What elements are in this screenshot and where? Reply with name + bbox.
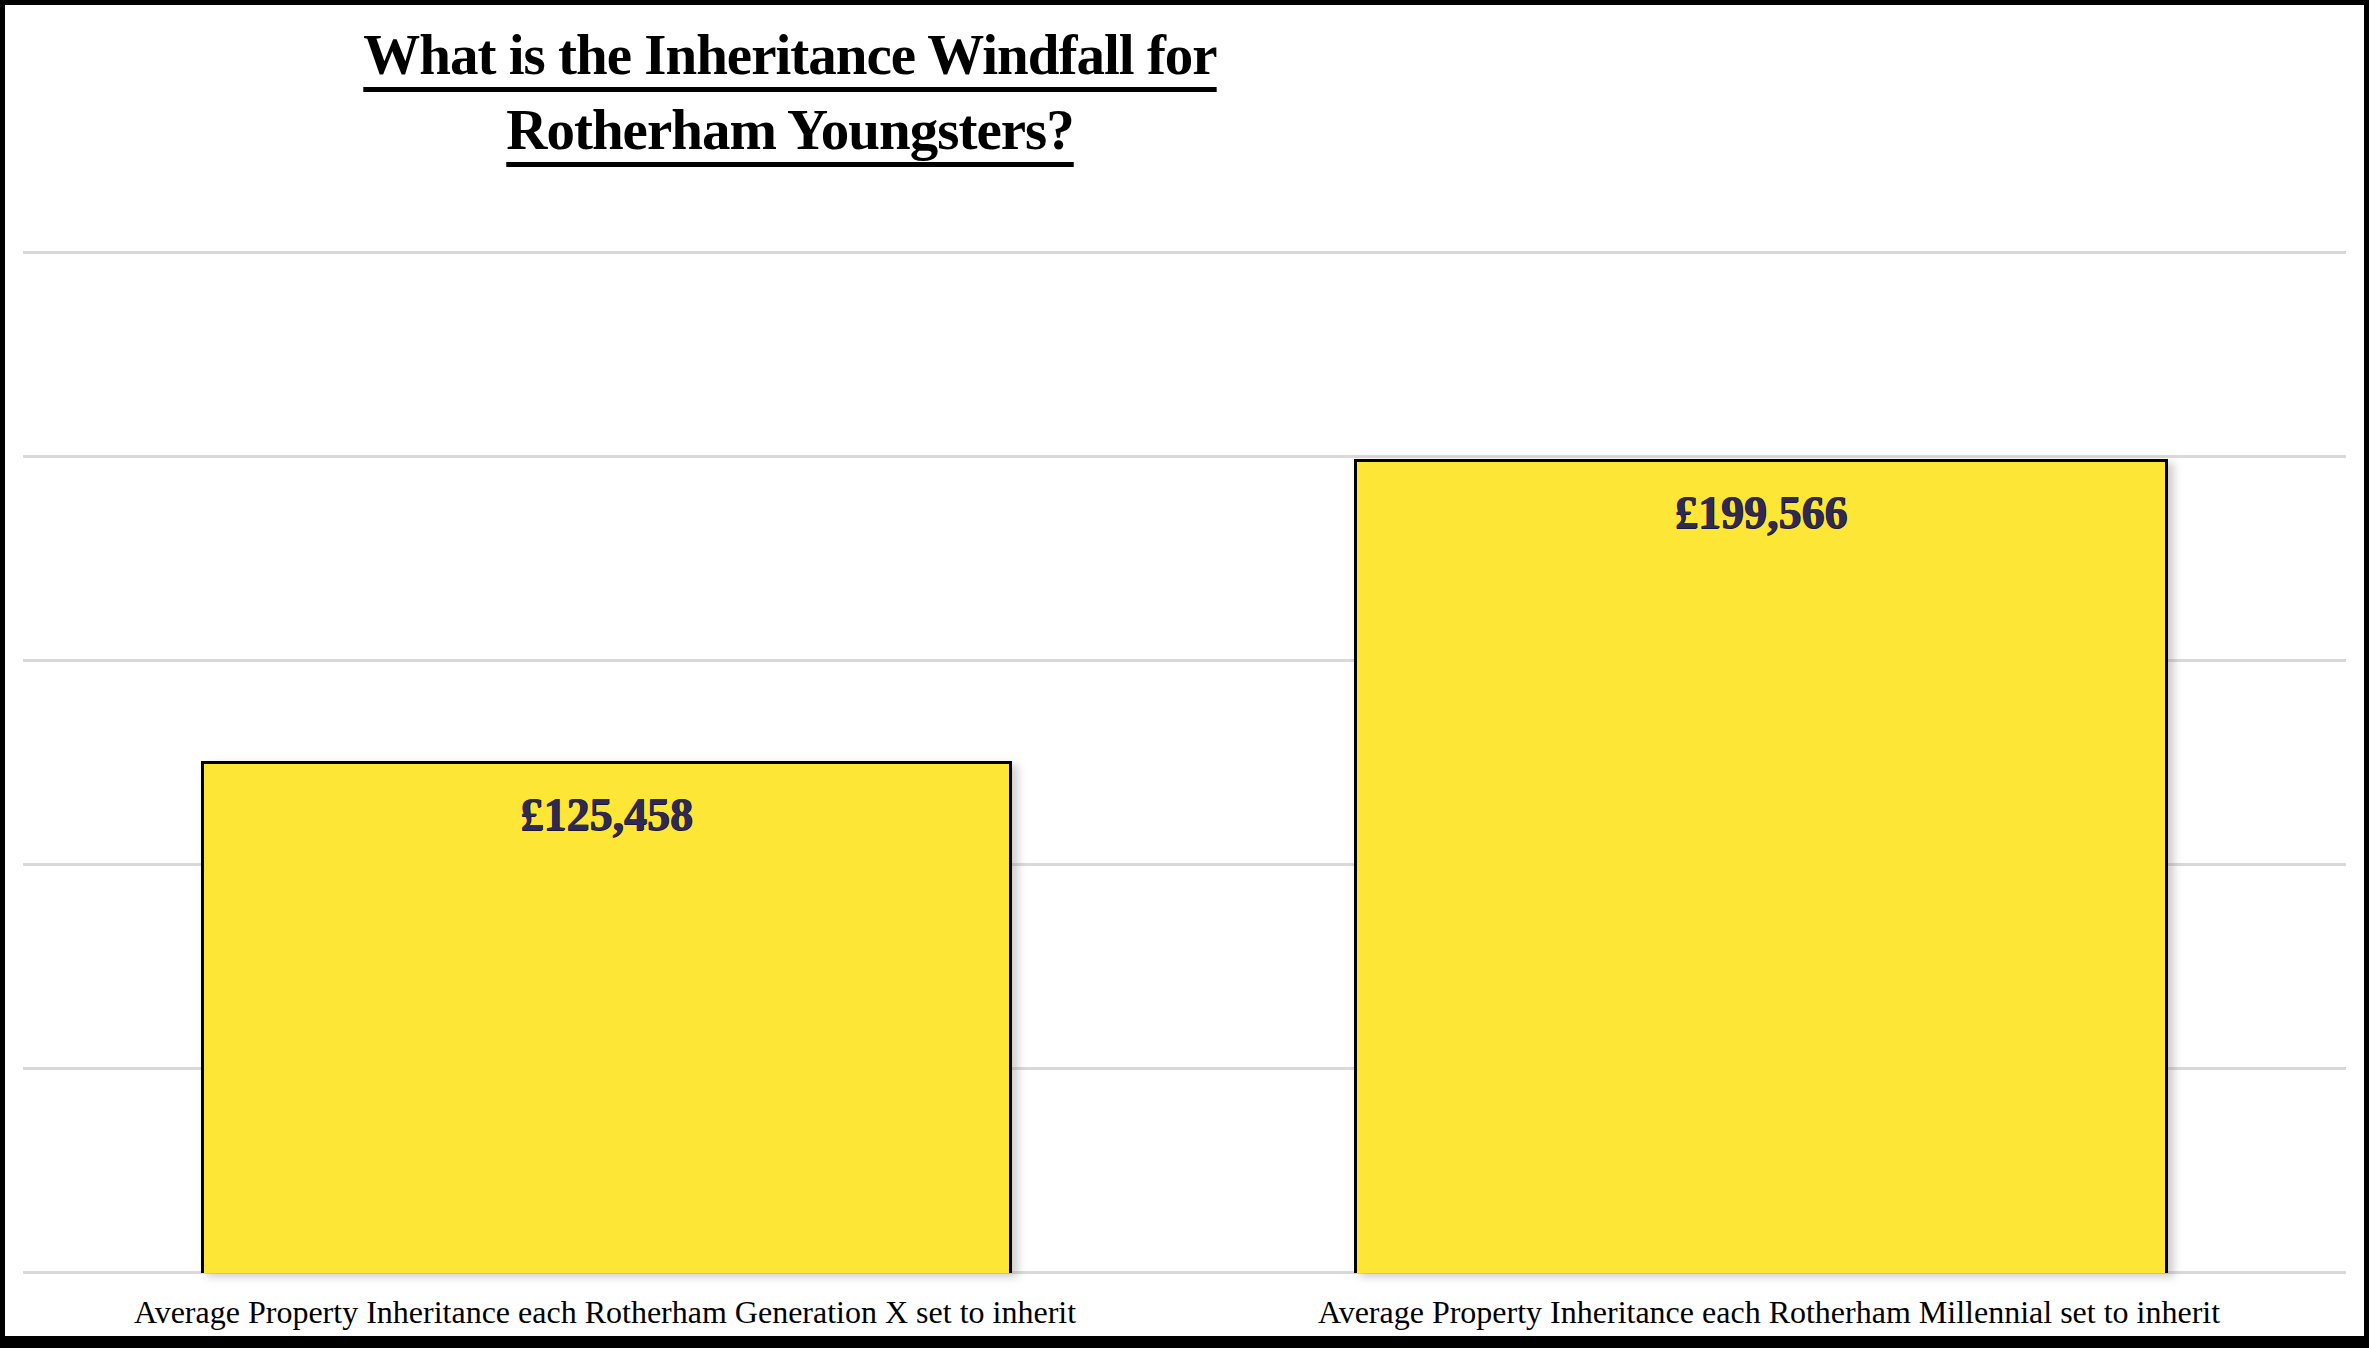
chart-title-line2: Rotherham Youngsters? xyxy=(506,98,1073,161)
gridline xyxy=(23,455,2346,458)
gridline xyxy=(23,251,2346,254)
chart-title-line1: What is the Inheritance Windfall for xyxy=(363,23,1216,86)
bar-millennial: £199,566 xyxy=(1354,459,2168,1273)
bar-value-label-generation-x: £125,458 xyxy=(520,788,693,841)
axis-label-generation-x: Average Property Inheritance each Rother… xyxy=(10,1286,1200,1338)
bar-value-label-millennial: £199,566 xyxy=(1675,486,1848,539)
chart-canvas: What is the Inheritance Windfall for Rot… xyxy=(0,0,2369,1348)
bar-generation-x: £125,458 xyxy=(201,761,1012,1273)
plot-area: £125,458 £199,566 xyxy=(5,253,2364,1273)
chart-title: What is the Inheritance Windfall for Rot… xyxy=(5,17,1575,167)
x-axis-labels: Average Property Inheritance each Rother… xyxy=(5,1286,2364,1338)
axis-label-millennial: Average Property Inheritance each Rother… xyxy=(1179,1286,2359,1338)
